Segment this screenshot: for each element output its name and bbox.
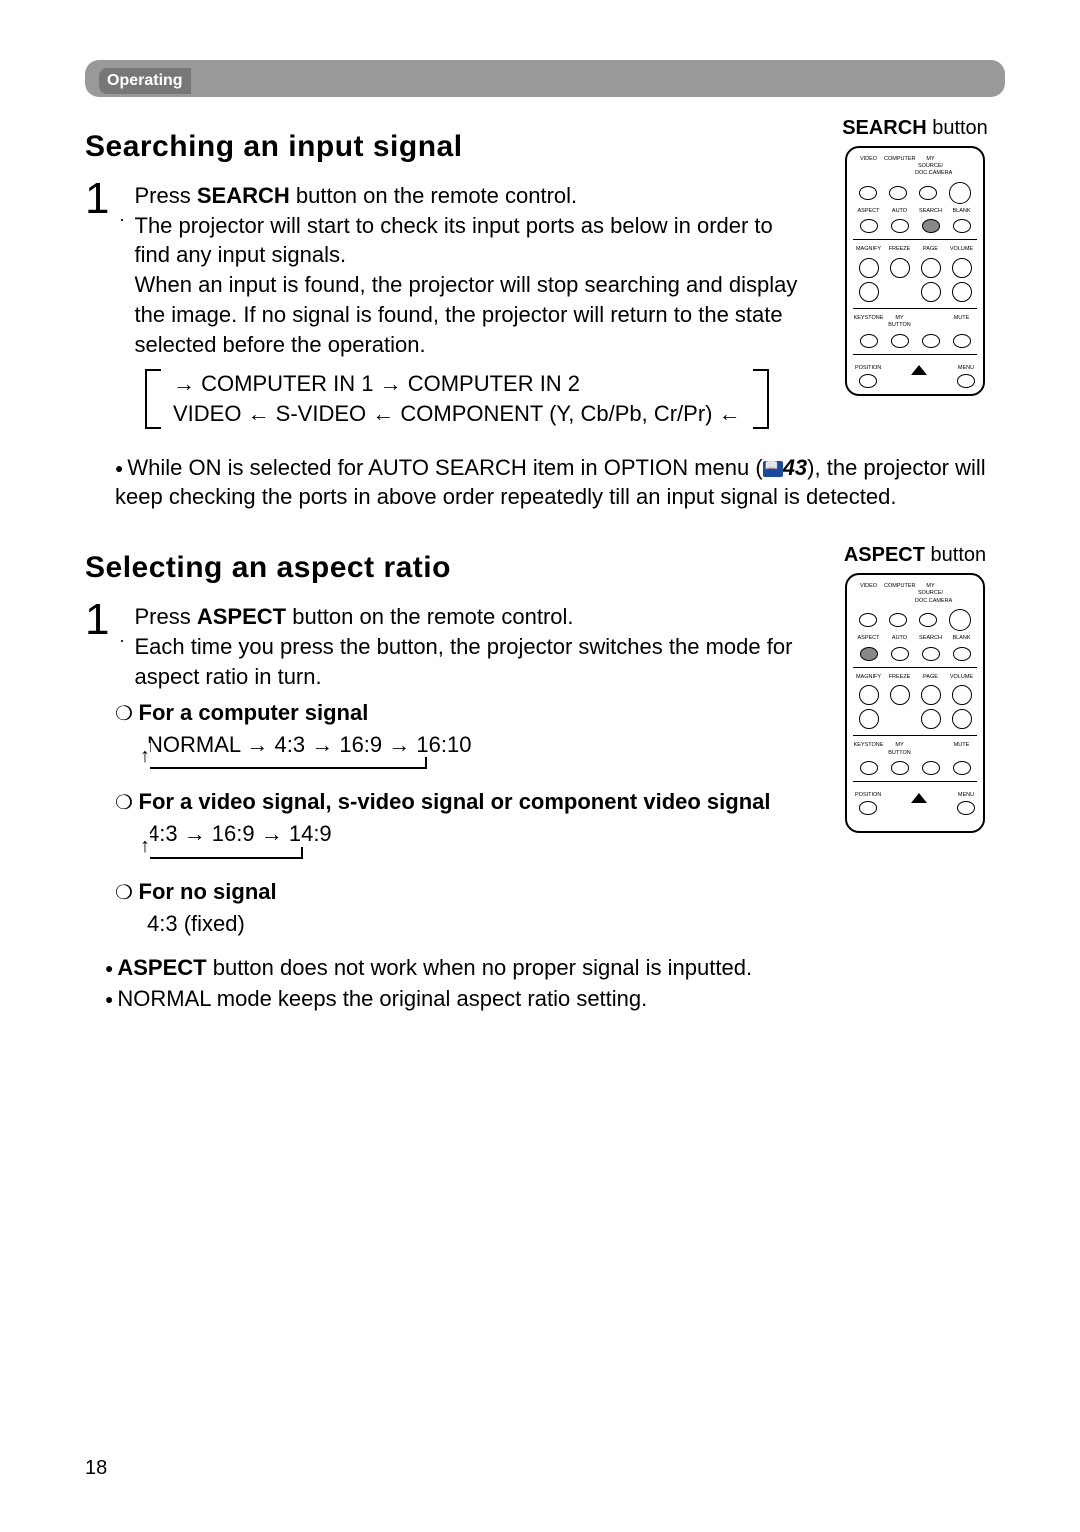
section2-title: Selecting an aspect ratio — [85, 548, 805, 589]
sub-video-signal: ❍ For a video signal, s-video signal or … — [115, 787, 805, 817]
section1-step1: 1 . Press SEARCH button on the remote co… — [85, 177, 805, 359]
sub2-flow: 4:3 → 16:9 → 14:9 — [147, 819, 805, 849]
signal-flow-diagram: → COMPUTER IN 1 → COMPUTER IN 2 VIDEO ← … — [145, 365, 769, 432]
sub-no-signal: ❍ For no signal — [115, 877, 805, 907]
sub3-title: For no signal — [139, 879, 277, 904]
section-aspect: Selecting an aspect ratio 1 . Press ASPE… — [85, 536, 1005, 1016]
search-label-text: button — [927, 117, 988, 139]
power-button-icon — [949, 182, 971, 204]
page-number: 18 — [85, 1455, 107, 1482]
bullet1-bold: ASPECT — [117, 955, 206, 980]
section-searching: Searching an input signal 1 . Press SEAR… — [85, 115, 1005, 445]
aspect-note-1: ASPECT button does not work when no prop… — [105, 953, 805, 983]
flow-top-text: COMPUTER IN 1 → COMPUTER IN 2 — [201, 371, 580, 396]
auto-search-note: While ON is selected for AUTO SEARCH ite… — [115, 453, 1005, 512]
note-a: While ON is selected for AUTO SEARCH ite… — [127, 455, 762, 480]
step-number-1: 1 — [85, 177, 109, 359]
step1-line1c: button on the remote control. — [290, 183, 577, 208]
remote-control-2: VIDEOCOMPUTERMY SOURCE/ DOC.CAMERA ASPEC… — [845, 573, 985, 833]
section1-notes: While ON is selected for AUTO SEARCH ite… — [115, 453, 1005, 512]
search-label-bold: SEARCH — [842, 117, 926, 139]
remote-control-1: VIDEOCOMPUTERMY SOURCE/ DOC.CAMERA ASPEC… — [845, 146, 985, 396]
aspect-label-text: button — [925, 544, 986, 566]
s2-line1a: Press — [135, 604, 197, 629]
position-label: POSITION — [855, 365, 881, 371]
dpad-icon — [901, 369, 937, 383]
aspect-note-2: NORMAL mode keeps the original aspect ra… — [105, 984, 805, 1014]
aspect-label-bold: ASPECT — [844, 544, 925, 566]
step1-search-bold: SEARCH — [197, 183, 290, 208]
power-button-icon-2 — [949, 609, 971, 631]
sub1-title: For a computer signal — [139, 700, 369, 725]
remote-r1-labels: VIDEOCOMPUTERMY SOURCE/ DOC.CAMERA — [853, 156, 977, 178]
step2-body: Press ASPECT button on the remote contro… — [135, 598, 806, 691]
step1-body: Press SEARCH button on the remote contro… — [135, 177, 806, 359]
section2-notes: ASPECT button does not work when no prop… — [105, 953, 805, 1014]
dpad-icon-2 — [901, 797, 937, 811]
search-button-highlight — [922, 219, 940, 233]
step1-paragraph: The projector will start to check its in… — [135, 211, 806, 359]
sub3-body: 4:3 (fixed) — [147, 909, 805, 939]
sub2-title: For a video signal, s-video signal or co… — [139, 789, 771, 814]
s2-paragraph: Each time you press the button, the proj… — [135, 632, 806, 691]
step-number-1b: 1 — [85, 598, 109, 691]
operating-header-bar: Operating — [85, 60, 1005, 97]
sub1-arrow-loop — [147, 757, 427, 769]
flow-bottom-text: VIDEO ← S-VIDEO ← COMPONENT (Y, Cb/Pb, C… — [173, 401, 713, 426]
flow-bottom-line: VIDEO ← S-VIDEO ← COMPONENT (Y, Cb/Pb, C… — [173, 399, 741, 429]
step-dot-b: . — [119, 624, 124, 691]
remote-r2-labels: ASPECTAUTOSEARCHBLANK — [853, 208, 977, 215]
s2-line1c: button on the remote control. — [286, 604, 573, 629]
flow-top-line: → COMPUTER IN 1 → COMPUTER IN 2 — [173, 369, 741, 399]
manual-ref-icon — [763, 461, 783, 477]
section2-step1: 1 . Press ASPECT button on the remote co… — [85, 598, 805, 691]
section1-title: Searching an input signal — [85, 127, 805, 168]
aspect-button-highlight — [860, 647, 878, 661]
sub2-arrow-loop — [147, 847, 303, 859]
step1-line1a: Press — [135, 183, 197, 208]
s2-aspect-bold: ASPECT — [197, 604, 286, 629]
remote-r3-labels: MAGNIFYFREEZEPAGEVOLUME — [853, 246, 977, 253]
section2-text-column: Selecting an aspect ratio 1 . Press ASPE… — [85, 536, 805, 1016]
menu-label: MENU — [958, 365, 974, 371]
ref-page-43: 43 — [783, 455, 807, 480]
operating-pill: Operating — [99, 68, 191, 94]
section1-text-column: Searching an input signal 1 . Press SEAR… — [85, 115, 805, 445]
remote-column-1: SEARCH button VIDEOCOMPUTERMY SOURCE/ DO… — [825, 115, 1005, 396]
bullet1-text: button does not work when no proper sign… — [207, 955, 752, 980]
sub1-flow: NORMAL → 4:3 → 16:9 → 16:10 — [147, 730, 805, 760]
remote-column-2: ASPECT button VIDEOCOMPUTERMY SOURCE/ DO… — [825, 536, 1005, 833]
aspect-button-label: ASPECT button — [825, 542, 1005, 569]
step-dot: . — [119, 203, 124, 359]
remote-r4-labels: KEYSTONEMY BUTTONMUTE — [853, 315, 977, 330]
sub-computer-signal: ❍ For a computer signal — [115, 698, 805, 728]
search-button-label: SEARCH button — [825, 115, 1005, 142]
